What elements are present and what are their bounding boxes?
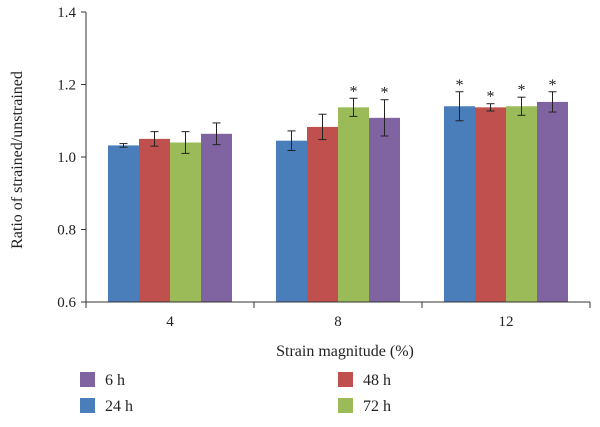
y-ticks: 0.6 0.8 1.0 1.2 1.4 bbox=[57, 5, 86, 311]
legend-swatch bbox=[338, 372, 353, 387]
significance-star: * bbox=[456, 77, 464, 94]
bar bbox=[537, 101, 568, 303]
bar bbox=[108, 145, 139, 302]
y-axis-title: Ratio of strained/unstrained bbox=[9, 71, 26, 249]
x-axis-title: Strain magnitude (%) bbox=[276, 343, 414, 360]
significance-star: * bbox=[350, 83, 358, 100]
significance-markers: * * * * * * bbox=[350, 77, 557, 106]
significance-star: * bbox=[381, 85, 389, 102]
x-tick-label: 8 bbox=[334, 314, 342, 330]
y-tick-label: 0.6 bbox=[57, 295, 76, 311]
legend-swatch bbox=[80, 398, 95, 413]
bar bbox=[201, 133, 232, 302]
significance-star: * bbox=[518, 82, 526, 99]
bar bbox=[170, 142, 201, 302]
bar bbox=[506, 106, 537, 302]
legend-swatch bbox=[80, 372, 95, 387]
x-tick-label: 12 bbox=[499, 314, 514, 330]
bar bbox=[475, 107, 506, 303]
bars bbox=[108, 101, 568, 303]
significance-star: * bbox=[487, 89, 495, 106]
bar bbox=[338, 107, 369, 303]
x-ticks: 4 8 12 bbox=[85, 302, 591, 330]
legend-label: 48 h bbox=[363, 372, 391, 389]
bar bbox=[139, 138, 170, 302]
legend-label: 6 h bbox=[105, 372, 125, 389]
bar bbox=[444, 106, 475, 302]
bar bbox=[369, 117, 400, 302]
bar bbox=[307, 126, 338, 302]
error-bars bbox=[119, 91, 557, 154]
y-tick-label: 1.2 bbox=[57, 78, 76, 94]
y-tick-label: 0.8 bbox=[57, 223, 76, 239]
bar bbox=[276, 140, 307, 302]
legend-label: 24 h bbox=[105, 398, 133, 415]
significance-star: * bbox=[549, 77, 557, 94]
y-tick-label: 1.0 bbox=[57, 150, 76, 166]
y-tick-label: 1.4 bbox=[57, 5, 76, 21]
x-tick-label: 4 bbox=[166, 314, 174, 330]
legend-label: 72 h bbox=[363, 398, 391, 415]
legend-swatch bbox=[338, 398, 353, 413]
legend: 6 h 48 h 24 h 72 h bbox=[80, 372, 391, 415]
